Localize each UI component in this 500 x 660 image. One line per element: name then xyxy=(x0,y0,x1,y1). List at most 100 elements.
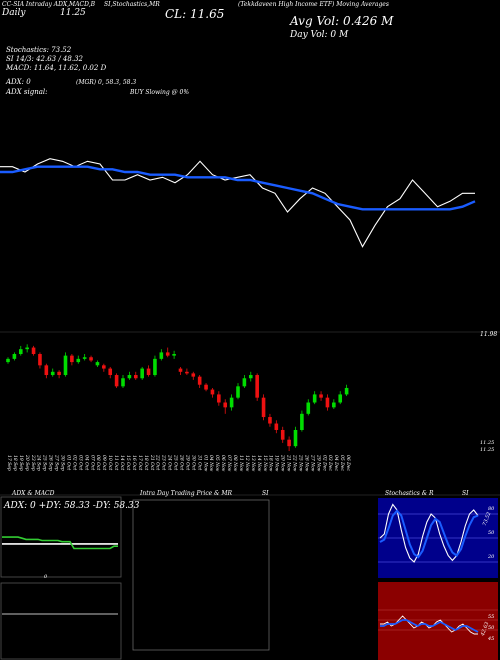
ma-line-1 xyxy=(0,158,475,248)
date-axis-labels: 17 Sep 18 Sep 19 Sep 20 Sep 23 Sep 24 Sep 25 S… xyxy=(6,454,351,472)
date-label: 10 Oct xyxy=(107,455,113,470)
stochastics-panel-title-right: SI xyxy=(462,490,469,497)
candle xyxy=(146,365,151,377)
stoch-line-1 xyxy=(379,503,479,563)
date-label: 02 Oct xyxy=(71,455,77,470)
date-label: 15 Nov xyxy=(262,455,268,472)
stoch-line-2 xyxy=(379,509,479,559)
date-label: 21 Oct xyxy=(149,454,155,470)
date-label: 04 Nov xyxy=(208,455,214,472)
candle xyxy=(70,354,74,366)
date-label: 14 Oct xyxy=(119,455,125,470)
intraday-panel-title: Intra Day Trading Price & MR xyxy=(140,490,233,497)
date-label: 03 Oct xyxy=(77,455,83,470)
date-label: 30 Oct xyxy=(190,455,196,470)
date-label: 23 Sep xyxy=(30,454,36,471)
price-label-top: 11.98 xyxy=(480,331,498,338)
date-label: 03 Dec xyxy=(327,455,333,471)
stochastics-panel-title: Stochastics & R xyxy=(385,490,434,497)
stochastics-readout: Stochastics: 73.52 xyxy=(6,46,72,54)
header-daily-label: Daily xyxy=(2,8,26,18)
candle xyxy=(223,399,228,414)
candlestick-series xyxy=(6,344,349,451)
candle xyxy=(293,426,298,448)
candle xyxy=(57,370,61,379)
stoch-level-20: 20 xyxy=(488,554,495,560)
moving-average-lines xyxy=(0,158,476,248)
stochastics-lines xyxy=(379,503,479,563)
candle xyxy=(242,375,247,388)
candle xyxy=(12,352,17,361)
date-label: 09 Oct xyxy=(101,455,107,470)
candle xyxy=(95,360,100,367)
date-label: 05 Dec xyxy=(339,455,345,471)
header-close-price: CL: 11.65 xyxy=(165,7,225,21)
adx-line-2 xyxy=(2,536,118,550)
si-level-55: 55 xyxy=(488,614,495,620)
date-label: 02 Dec xyxy=(321,455,327,471)
macd-readout: MACD: 11.64, 11.62, 0.02 D xyxy=(6,64,107,72)
si-readout: SI 14/3: 42.63 / 48.32 xyxy=(6,55,83,63)
candle xyxy=(197,375,202,388)
date-label: 07 Nov xyxy=(226,455,232,472)
candle xyxy=(31,345,36,356)
date-label: 29 Oct xyxy=(184,454,190,470)
date-label: 26 Nov xyxy=(303,454,309,472)
date-label: 05 Nov xyxy=(214,455,220,472)
candle xyxy=(306,399,311,416)
date-label: 14 Nov xyxy=(256,455,262,472)
adx-mid-label: 0 xyxy=(44,574,48,580)
stoch-level-50: 50 xyxy=(488,530,495,536)
candle xyxy=(133,371,138,380)
adx-panel-readout: ADX: 0 +DY: 58.33 -DY: 58.33 xyxy=(4,501,140,511)
header-avg-vol: Avg Vol: 0.426 M xyxy=(290,14,394,28)
candle xyxy=(114,373,119,388)
candle xyxy=(185,368,189,376)
date-label: 18 Sep xyxy=(12,455,18,471)
date-label: 15 Oct xyxy=(125,455,131,470)
si-level-50: 50 xyxy=(488,625,495,631)
date-label: 18 Oct xyxy=(143,455,149,470)
date-label: 25 Sep xyxy=(42,454,48,471)
candle xyxy=(82,354,87,361)
date-label: 31 Oct xyxy=(196,455,202,470)
date-label: 25 Nov xyxy=(298,454,304,472)
mgr-readout: (MGR) 0, 58.3, 58.3 xyxy=(76,79,137,86)
si-line-2 xyxy=(380,619,479,633)
date-label: 16 Oct xyxy=(131,455,137,470)
date-label: 22 Nov xyxy=(292,454,298,472)
candle xyxy=(268,413,272,427)
date-label: 18 Nov xyxy=(268,455,274,472)
date-label: 01 Nov xyxy=(202,455,208,472)
price-label-bottom2: 11.25 xyxy=(480,447,495,453)
candle xyxy=(102,363,106,372)
header-mid-line1: SI,Stochastics,MR xyxy=(104,1,160,8)
date-label: 23 Oct xyxy=(161,454,167,470)
buy-signal: BUY Slowing @ 0% xyxy=(130,89,190,96)
ma-line-2 xyxy=(0,165,476,211)
candle xyxy=(76,355,81,364)
adx-readout: ADX: 0 xyxy=(6,78,31,86)
candle xyxy=(89,355,93,363)
candle xyxy=(63,352,68,377)
adx-panel-frame xyxy=(0,496,122,578)
date-label: 17 Sep xyxy=(6,455,12,471)
candle xyxy=(50,368,55,377)
date-label: 19 Nov xyxy=(274,455,280,472)
date-label: 25 Oct xyxy=(173,454,179,470)
candle xyxy=(210,387,215,398)
candle xyxy=(274,420,279,434)
date-label: 04 Oct xyxy=(83,455,89,470)
header-title: (Tekkdaveen High Income ETF) Moving Aver… xyxy=(238,1,389,8)
header-left-line1: CC-SIA Intraday ADX,MACD,B xyxy=(2,1,96,8)
candle xyxy=(127,371,132,380)
date-label: 27 Nov xyxy=(309,454,315,472)
date-label: 20 Nov xyxy=(280,454,286,472)
candle xyxy=(229,394,234,411)
date-label: 06 Nov xyxy=(220,455,226,472)
candle xyxy=(344,384,349,397)
date-label: 11 Nov xyxy=(238,455,244,472)
candle xyxy=(6,357,10,364)
date-label: 07 Oct xyxy=(89,455,95,470)
date-label: 21 Nov xyxy=(286,454,292,472)
